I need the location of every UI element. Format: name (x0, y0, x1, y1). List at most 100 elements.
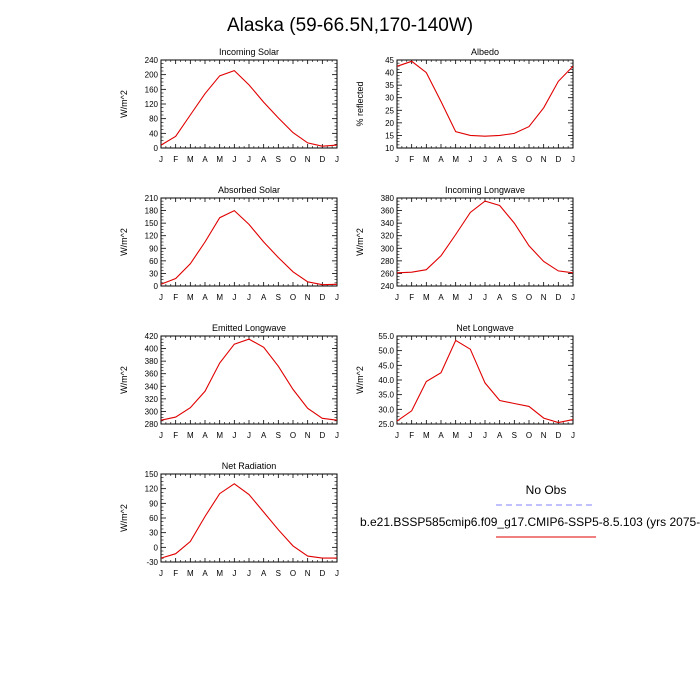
series-line (160, 69, 338, 147)
x-tick-label: A (438, 431, 444, 440)
y-tick-label: 35 (385, 81, 394, 90)
x-tick-label: J (247, 569, 251, 578)
x-tick-label: A (202, 293, 208, 302)
y-tick-label: 40 (149, 129, 158, 138)
y-tick-label: 180 (145, 207, 159, 216)
y-axis-label: W/m^2 (355, 366, 365, 394)
x-tick-label: J (159, 293, 163, 302)
y-tick-label: 90 (149, 499, 158, 508)
x-tick-label: D (319, 569, 325, 578)
x-tick-label: J (232, 431, 236, 440)
x-tick-label: J (395, 431, 399, 440)
panel-title: Absorbed Solar (218, 185, 280, 195)
y-tick-label: 45.0 (378, 361, 394, 370)
x-tick-label: S (276, 293, 281, 302)
x-tick-label: S (512, 293, 517, 302)
x-tick-label: A (202, 155, 208, 164)
y-tick-label: 400 (145, 345, 159, 354)
y-tick-label: 25 (385, 106, 394, 115)
x-tick-label: F (409, 431, 414, 440)
y-tick-label: 380 (145, 357, 159, 366)
x-tick-label: S (512, 431, 517, 440)
y-tick-label: 280 (145, 420, 159, 429)
x-tick-label: M (216, 155, 223, 164)
figure-title: Alaska (59-66.5N,170-140W) (227, 15, 473, 36)
y-axis-label: W/m^2 (355, 228, 365, 256)
x-tick-label: M (187, 569, 194, 578)
x-tick-label: J (232, 569, 236, 578)
plot-frame (160, 59, 338, 149)
x-tick-label: J (395, 293, 399, 302)
x-tick-label: D (555, 155, 561, 164)
y-tick-label: 260 (381, 269, 395, 278)
x-tick-label: J (571, 293, 575, 302)
y-tick-label: 200 (145, 71, 159, 80)
x-tick-label: A (261, 293, 267, 302)
x-tick-label: M (187, 431, 194, 440)
y-tick-label: 300 (381, 244, 395, 253)
series-line (396, 339, 574, 424)
x-tick-label: O (290, 155, 296, 164)
x-tick-label: A (261, 155, 267, 164)
legend-obs-label: No Obs (526, 483, 567, 497)
series-line (160, 338, 338, 421)
x-tick-label: F (173, 155, 178, 164)
plot-frame (396, 197, 574, 287)
x-tick-label: J (483, 431, 487, 440)
x-tick-label: N (305, 569, 311, 578)
x-tick-label: M (452, 293, 459, 302)
x-tick-label: M (216, 293, 223, 302)
y-tick-label: 55.0 (378, 332, 394, 341)
x-tick-label: M (187, 155, 194, 164)
y-tick-label: 210 (145, 194, 159, 203)
series-line (160, 483, 337, 559)
x-tick-label: A (261, 431, 267, 440)
x-tick-label: D (319, 293, 325, 302)
x-tick-label: N (305, 293, 311, 302)
x-tick-label: N (541, 155, 547, 164)
y-tick-label: 0 (154, 144, 159, 153)
y-tick-label: 280 (381, 257, 395, 266)
x-tick-label: F (173, 293, 178, 302)
x-tick-label: J (335, 155, 339, 164)
x-tick-label: J (335, 431, 339, 440)
x-tick-label: J (395, 155, 399, 164)
y-tick-label: 300 (145, 407, 159, 416)
x-tick-label: D (555, 293, 561, 302)
series-line (396, 200, 574, 274)
x-tick-label: M (452, 155, 459, 164)
x-tick-label: M (423, 293, 430, 302)
legend-model-label: b.e21.BSSP585cmip6.f09_g17.CMIP6-SSP5-8.… (360, 515, 700, 529)
x-tick-label: N (541, 431, 547, 440)
x-tick-label: S (276, 155, 281, 164)
x-tick-label: M (216, 431, 223, 440)
y-axis-label: W/m^2 (119, 90, 129, 118)
x-tick-label: J (232, 155, 236, 164)
x-tick-label: M (216, 569, 223, 578)
x-tick-label: O (526, 155, 532, 164)
x-tick-label: F (409, 155, 414, 164)
y-tick-label: 120 (145, 100, 159, 109)
x-tick-label: M (423, 431, 430, 440)
x-tick-label: M (187, 293, 194, 302)
x-tick-label: N (541, 293, 547, 302)
y-axis-label: W/m^2 (119, 504, 129, 532)
plot-frame (160, 473, 338, 563)
y-tick-label: 30 (149, 529, 158, 538)
x-tick-label: J (159, 155, 163, 164)
x-tick-label: A (497, 431, 503, 440)
panel-title: Incoming Longwave (445, 185, 525, 195)
y-axis-label: W/m^2 (119, 366, 129, 394)
panel-title: Incoming Solar (219, 47, 279, 57)
x-tick-label: F (173, 569, 178, 578)
y-tick-label: 90 (149, 244, 158, 253)
y-tick-label: 25.0 (378, 420, 394, 429)
panel-title: Net Radiation (222, 461, 277, 471)
